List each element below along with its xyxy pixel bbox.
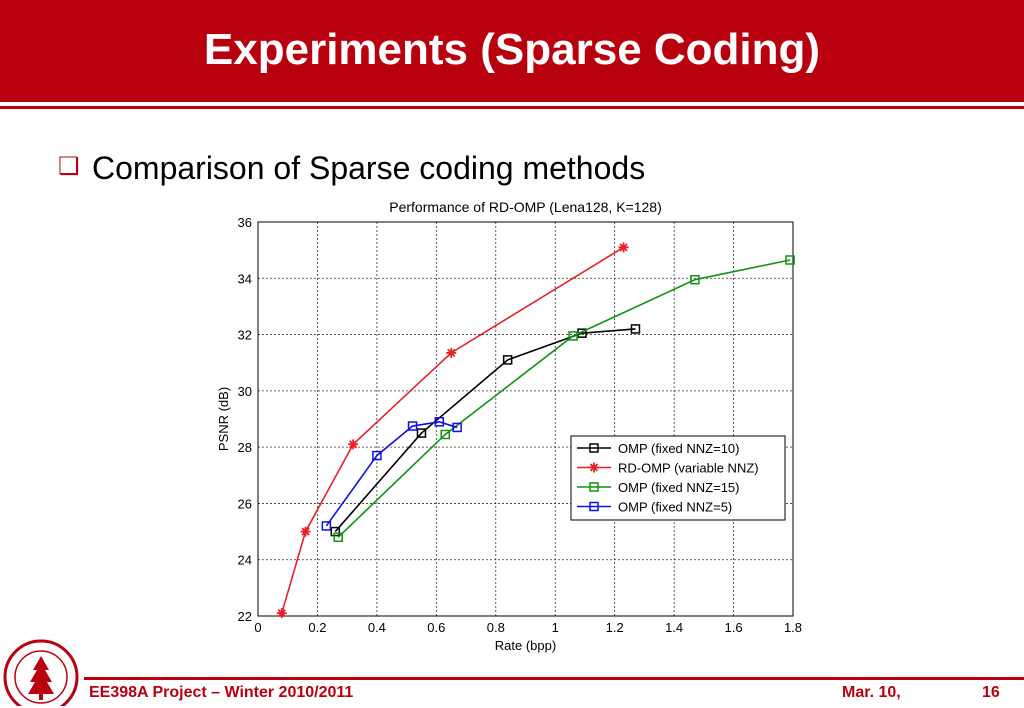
x-tick-label: 0.6 (427, 620, 445, 635)
legend-label: OMP (fixed NNZ=5) (618, 500, 732, 515)
square-bullet-icon: ❑ (58, 152, 80, 180)
legend: OMP (fixed NNZ=10) RD-OMP (variable NNZ) O… (570, 435, 786, 521)
x-tick-label: 0 (254, 620, 261, 635)
data-point (446, 347, 457, 358)
plot-area (258, 222, 793, 616)
slide-title: Experiments (Sparse Coding) (203, 25, 821, 74)
y-axis-label: PSNR (dB) (216, 387, 231, 451)
plot-frame (257, 221, 794, 617)
data-point (372, 450, 382, 461)
x-tick-label: 1.2 (606, 620, 624, 635)
y-tick-label: 26 (238, 496, 252, 511)
data-point (440, 429, 450, 440)
data-point (434, 417, 445, 427)
footer-course: EE398A Project – Winter 2010/2011 (89, 684, 354, 701)
series-line (337, 259, 791, 538)
chart-title: Performance of RD-OMP (Lena128, K=128) (389, 199, 662, 215)
y-tick-label: 30 (238, 384, 252, 399)
data-point (321, 521, 332, 531)
data-point (502, 355, 513, 365)
data-point (618, 242, 629, 253)
x-tick-label: 1.4 (665, 620, 683, 635)
footer-divider (84, 677, 1024, 680)
legend-marker (589, 501, 599, 512)
series-2 (276, 242, 629, 619)
data-point (330, 526, 341, 537)
legend-label: OMP (fixed NNZ=10) (618, 441, 740, 456)
series-4 (321, 417, 462, 531)
y-tick-label: 22 (238, 609, 252, 624)
legend-marker (589, 462, 599, 473)
y-tick-label: 24 (238, 553, 252, 568)
bullet-text: Comparison of Sparse coding methods (92, 150, 646, 186)
series-line (325, 420, 458, 527)
x-tick-label: 1.6 (725, 620, 743, 635)
data-point (568, 331, 578, 341)
data-point (630, 324, 641, 334)
legend-label: RD-OMP (variable NNZ) (618, 461, 759, 476)
data-point (407, 421, 418, 431)
data-point (276, 608, 287, 619)
data-point (416, 428, 427, 438)
series-1 (330, 324, 641, 537)
x-axis-label: Rate (bpp) (495, 638, 556, 653)
y-tick-label: 32 (238, 328, 252, 343)
legend-marker (589, 482, 599, 492)
data-point (690, 274, 700, 285)
x-tick-label: 0.8 (487, 620, 505, 635)
x-tick-label: 1.8 (784, 620, 802, 635)
data-point (785, 255, 795, 265)
data-point (348, 439, 359, 450)
footer-date: Mar. 10, (842, 684, 901, 701)
data-point (452, 422, 462, 433)
x-tick-label: 1 (552, 620, 559, 635)
series-line (334, 328, 636, 533)
page-number: 16 (982, 684, 1000, 701)
series-3 (333, 255, 795, 542)
legend-label: OMP (fixed NNZ=15) (618, 480, 740, 495)
y-tick-label: 36 (238, 215, 252, 230)
legend-marker (589, 443, 599, 453)
data-point (333, 532, 343, 542)
y-tick-label: 28 (238, 440, 252, 455)
x-tick-label: 0.4 (368, 620, 386, 635)
psnr-rate-chart: 0 0.2 0.4 0.6 0.8 1 1.2 1.4 1.6 1.8 22 24 26 28 30 32 34… (216, 199, 802, 653)
y-tick-label: 34 (238, 271, 252, 286)
data-point (300, 526, 311, 537)
title-bar (0, 0, 1024, 102)
university-seal-icon (3, 639, 79, 706)
x-tick-label: 0.2 (308, 620, 326, 635)
title-underline (0, 106, 1024, 109)
